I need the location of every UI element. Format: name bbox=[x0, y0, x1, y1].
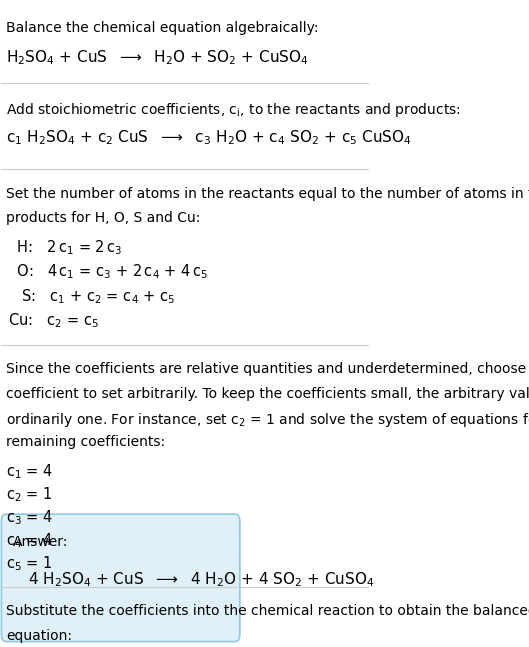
Text: O:   $\mathregular{4\,c_1}$ = $\mathregular{c_3}$ + $\mathregular{2\,c_4}$ + $\m: O: $\mathregular{4\,c_1}$ = $\mathregula… bbox=[12, 263, 208, 281]
Text: Add stoichiometric coefficients, $\mathregular{c_i}$, to the reactants and produ: Add stoichiometric coefficients, $\mathr… bbox=[6, 102, 461, 119]
Text: remaining coefficients:: remaining coefficients: bbox=[6, 435, 165, 450]
Text: Answer:: Answer: bbox=[12, 534, 68, 549]
Text: $\mathregular{c_2}$ = 1: $\mathregular{c_2}$ = 1 bbox=[6, 485, 52, 504]
Text: $\mathregular{c_5}$ = 1: $\mathregular{c_5}$ = 1 bbox=[6, 554, 52, 573]
Text: $\mathregular{c_3}$ = 4: $\mathregular{c_3}$ = 4 bbox=[6, 509, 53, 527]
Text: $\mathregular{H_2SO_4}$ + CuS  $\longrightarrow$  $\mathregular{H_2O}$ + $\mathr: $\mathregular{H_2SO_4}$ + CuS $\longrigh… bbox=[6, 48, 308, 67]
Text: H:   $\mathregular{2\,c_1}$ = $\mathregular{2\,c_3}$: H: $\mathregular{2\,c_1}$ = $\mathregula… bbox=[12, 238, 123, 257]
Text: equation:: equation: bbox=[6, 629, 72, 642]
Text: $\mathregular{c_4}$ = 4: $\mathregular{c_4}$ = 4 bbox=[6, 531, 53, 550]
Text: Substitute the coefficients into the chemical reaction to obtain the balanced: Substitute the coefficients into the che… bbox=[6, 604, 529, 619]
FancyBboxPatch shape bbox=[2, 514, 240, 642]
Text: 4 $\mathregular{H_2SO_4}$ + CuS  $\longrightarrow$  4 $\mathregular{H_2O}$ + 4 $: 4 $\mathregular{H_2SO_4}$ + CuS $\longri… bbox=[28, 570, 375, 589]
Text: Since the coefficients are relative quantities and underdetermined, choose a: Since the coefficients are relative quan… bbox=[6, 362, 529, 377]
Text: ordinarily one. For instance, set $\mathregular{c_2}$ = 1 and solve the system o: ordinarily one. For instance, set $\math… bbox=[6, 411, 529, 429]
Text: $\mathregular{c_1}$ = 4: $\mathregular{c_1}$ = 4 bbox=[6, 463, 53, 481]
Text: $\mathregular{c_1}$ $\mathregular{H_2SO_4}$ + $\mathregular{c_2}$ CuS  $\longrig: $\mathregular{c_1}$ $\mathregular{H_2SO_… bbox=[6, 129, 412, 148]
Text: products for H, O, S and Cu:: products for H, O, S and Cu: bbox=[6, 212, 200, 225]
Text: Balance the chemical equation algebraically:: Balance the chemical equation algebraica… bbox=[6, 21, 318, 34]
Text: Set the number of atoms in the reactants equal to the number of atoms in the: Set the number of atoms in the reactants… bbox=[6, 187, 529, 201]
Text: coefficient to set arbitrarily. To keep the coefficients small, the arbitrary va: coefficient to set arbitrarily. To keep … bbox=[6, 387, 529, 400]
Text: S:   $\mathregular{c_1}$ + $\mathregular{c_2}$ = $\mathregular{c_4}$ + $\mathreg: S: $\mathregular{c_1}$ + $\mathregular{c… bbox=[12, 287, 176, 305]
Text: Cu:   $\mathregular{c_2}$ = $\mathregular{c_5}$: Cu: $\mathregular{c_2}$ = $\mathregular{… bbox=[8, 311, 99, 330]
